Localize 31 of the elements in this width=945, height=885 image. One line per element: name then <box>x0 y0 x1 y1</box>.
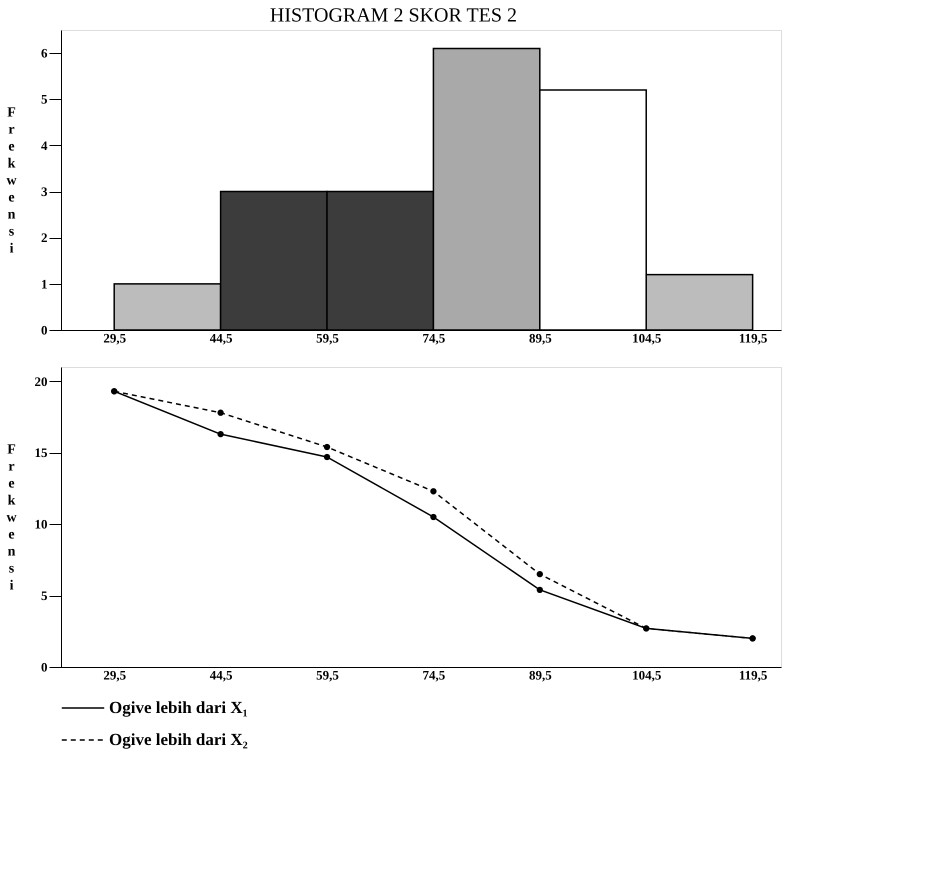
x-tick-label: 119,5 <box>738 330 768 346</box>
legend-label: Ogive lebih dari X₁ <box>109 698 248 717</box>
x-tick-label: 44,5 <box>210 330 233 346</box>
y-tick-label: 10 <box>34 516 48 532</box>
y-tick-label: 6 <box>41 46 48 61</box>
y-tick-label: 0 <box>41 660 48 674</box>
text: Frekwensi <box>6 106 17 256</box>
chart-title: HISTOGRAM 2 SKOR TES 2 <box>270 4 518 26</box>
x-tick-label: 44,5 <box>210 668 233 682</box>
y-tick-label: 15 <box>34 445 48 460</box>
x-tick-label: 119,5 <box>738 668 768 682</box>
legend-label: Ogive lebih dari X₂ <box>109 730 248 749</box>
x-tick-label: 29,5 <box>103 668 127 682</box>
x-tick-label: 74,5 <box>422 330 446 346</box>
x-tick-label: 104,5 <box>632 668 662 682</box>
x-tick-label: 74,5 <box>422 668 446 682</box>
y-tick-label: 2 <box>41 230 48 246</box>
x-tick-label: 89,5 <box>528 330 552 346</box>
x-tick-label: 104,5 <box>632 330 662 346</box>
text: Frekwensi <box>6 442 17 594</box>
y-tick-label: 4 <box>41 138 48 153</box>
y-tick-label: 5 <box>41 92 48 107</box>
y-tick-label: 5 <box>41 588 48 604</box>
x-tick-label: 59,5 <box>316 330 340 346</box>
y-tick-label: 1 <box>41 276 48 292</box>
y-tick-label: 3 <box>41 184 48 200</box>
y-tick-label: 0 <box>41 322 48 338</box>
x-tick-label: 89,5 <box>528 668 552 682</box>
y-tick-label: 20 <box>34 374 48 389</box>
x-tick-label: 59,5 <box>316 668 340 682</box>
x-tick-label: 29,5 <box>103 330 127 346</box>
